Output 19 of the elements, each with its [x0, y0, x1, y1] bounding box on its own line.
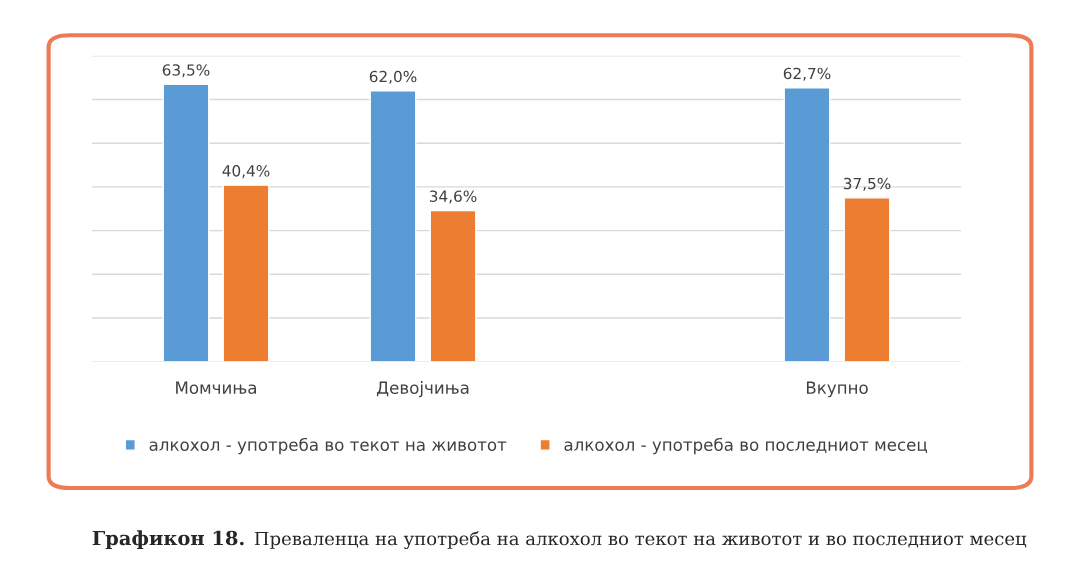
bar — [222, 184, 270, 362]
data-label: 62,0% — [369, 70, 417, 84]
data-label: 62,7% — [783, 67, 831, 81]
text: Преваленца на употреба на алкохол во текот на животот и во последниот месец — [254, 531, 1027, 550]
legend-label: алкохол - употреба во текот на животот — [149, 437, 507, 455]
x-tick-label: Момчиња — [176, 381, 256, 394]
data-label: 40,4% — [222, 165, 270, 179]
bar — [162, 83, 210, 362]
bar — [369, 90, 417, 362]
bar — [843, 197, 891, 362]
x-tick-label: Вкупно — [806, 381, 868, 398]
data-label: 63,5% — [162, 64, 210, 78]
legend-label: алкохол - употреба во последниот месец — [564, 437, 927, 455]
bar — [429, 209, 477, 362]
data-label: 34,6% — [429, 190, 477, 204]
x-tick-label: Девојчиња — [376, 381, 469, 398]
text: Графикон 18. — [92, 530, 244, 550]
bar — [783, 87, 831, 362]
data-label: 37,5% — [843, 177, 891, 191]
